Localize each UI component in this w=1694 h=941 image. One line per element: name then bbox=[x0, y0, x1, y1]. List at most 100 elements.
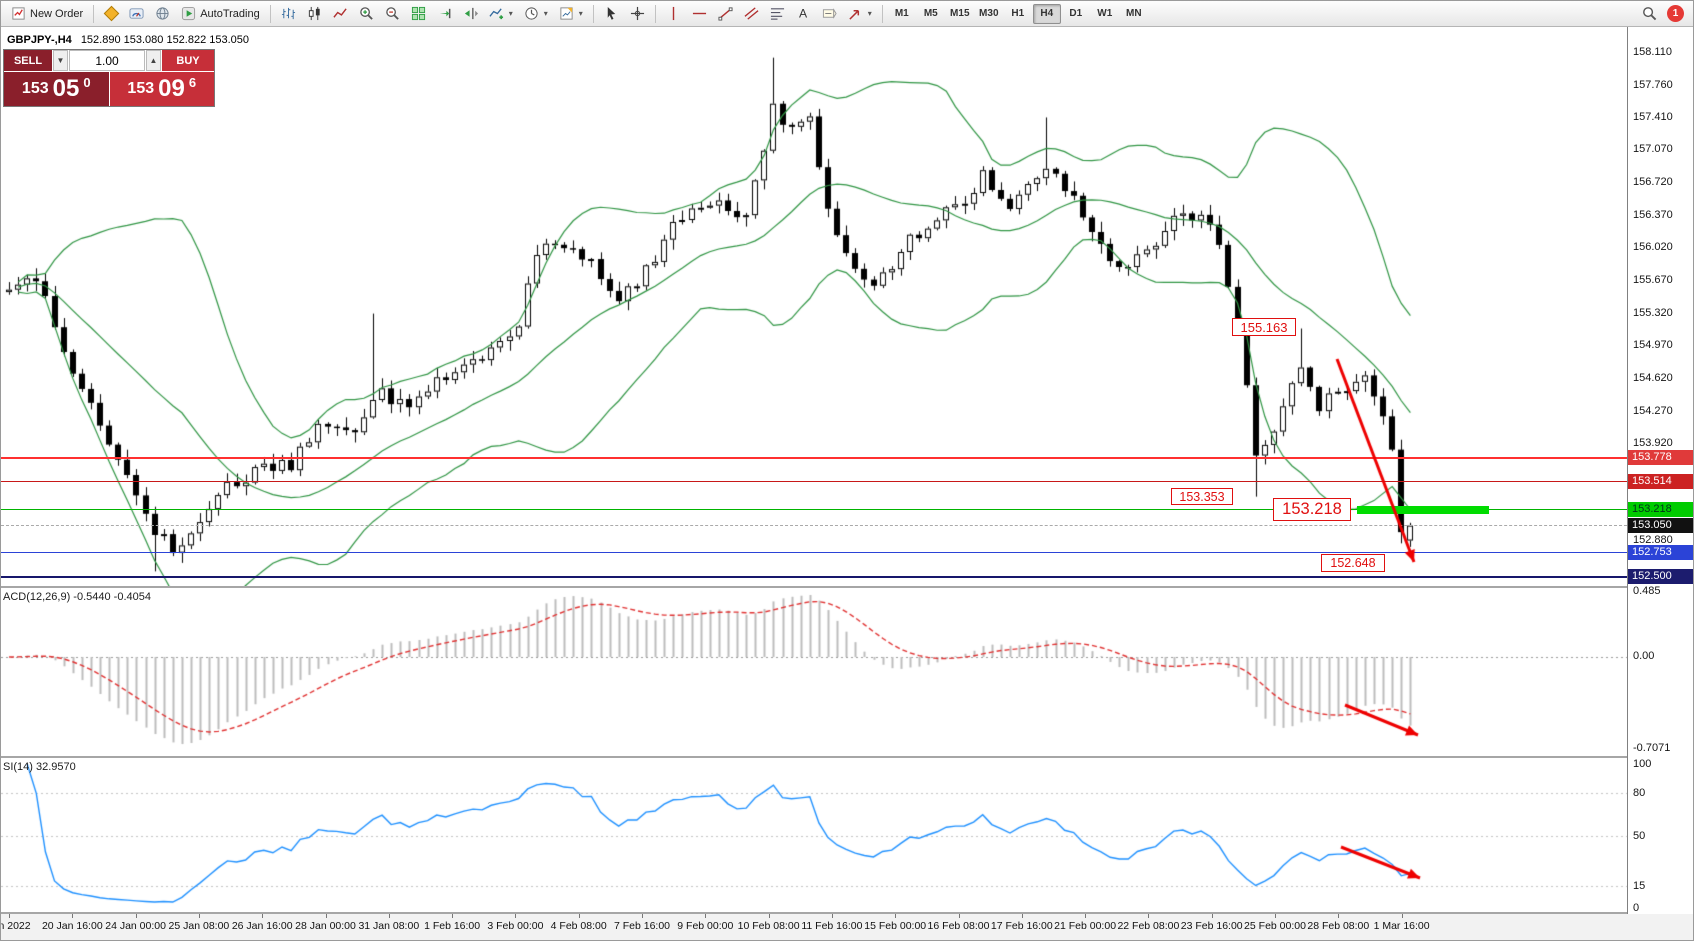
arrow-shape-icon bbox=[849, 9, 859, 20]
zoom-out-button[interactable] bbox=[380, 3, 405, 25]
timeframe-m1-button[interactable]: M1 bbox=[888, 4, 916, 24]
notification-badge[interactable]: 1 bbox=[1667, 5, 1684, 22]
crosshair-button[interactable] bbox=[625, 3, 650, 25]
macd-axis-label: 0.485 bbox=[1633, 585, 1661, 597]
periods-dropdown[interactable]: ▾ bbox=[519, 3, 553, 25]
autotrading-button[interactable]: AutoTrading bbox=[176, 3, 265, 25]
chart-ohlc-header: GBPJPY-,H4 152.890 153.080 152.822 153.05… bbox=[7, 34, 249, 46]
metaeditor-button[interactable] bbox=[99, 3, 123, 25]
cursor-button[interactable] bbox=[599, 3, 624, 25]
price-annotation[interactable]: 153.218 bbox=[1273, 498, 1351, 521]
templates-dropdown[interactable]: ▾ bbox=[554, 3, 588, 25]
support-zone[interactable] bbox=[1357, 506, 1489, 514]
vertical-line-button[interactable] bbox=[661, 3, 686, 25]
time-axis-label: 11 Feb 16:00 bbox=[801, 920, 863, 932]
sell-price-button[interactable]: 153 05 0 bbox=[4, 72, 109, 106]
chevron-down-icon: ▾ bbox=[508, 9, 513, 18]
new-order-button[interactable]: New Order bbox=[6, 3, 88, 25]
timeframe-m15-button[interactable]: M15 bbox=[946, 4, 974, 24]
time-axis-tick bbox=[768, 914, 770, 918]
tile-windows-icon bbox=[411, 6, 425, 21]
candlestick-chart-icon bbox=[308, 6, 320, 21]
candlestick-chart-button[interactable] bbox=[302, 3, 327, 25]
time-axis-tick bbox=[958, 914, 960, 918]
time-axis-label: 20 Jan 16:00 bbox=[41, 920, 103, 932]
timeframe-h1-button[interactable]: H1 bbox=[1004, 4, 1032, 24]
time-axis-label: 4 Feb 08:00 bbox=[550, 920, 607, 932]
channel-button[interactable] bbox=[739, 3, 764, 25]
volume-increase-button[interactable]: ▲ bbox=[146, 50, 161, 71]
macd-indicator-canvas[interactable] bbox=[1, 588, 1627, 756]
rsi-indicator-canvas[interactable] bbox=[1, 758, 1627, 912]
auto-scroll-button[interactable] bbox=[432, 3, 457, 25]
toolbar-separator bbox=[269, 4, 271, 23]
chart-shift-button[interactable] bbox=[458, 3, 483, 25]
autotrading-label: AutoTrading bbox=[200, 7, 260, 20]
text-icon: A bbox=[799, 7, 808, 21]
time-axis-tick bbox=[72, 914, 74, 918]
bar-chart-button[interactable] bbox=[276, 3, 301, 25]
cursor-icon bbox=[607, 6, 616, 20]
price-annotation[interactable]: 152.648 bbox=[1321, 554, 1385, 572]
channel-icon bbox=[744, 7, 759, 20]
strategy-tester-button[interactable] bbox=[124, 3, 149, 25]
clock-icon bbox=[525, 7, 538, 20]
horizontal-line-button[interactable] bbox=[687, 3, 712, 25]
macd-axis-label: -0.7071 bbox=[1633, 742, 1671, 754]
price-axis-label: 155.320 bbox=[1633, 306, 1673, 319]
timeframe-m5-button[interactable]: M5 bbox=[917, 4, 945, 24]
time-axis-label: 31 Jan 08:00 bbox=[358, 920, 420, 932]
timeframe-m30-button[interactable]: M30 bbox=[975, 4, 1003, 24]
search-button[interactable] bbox=[1637, 3, 1662, 25]
price-axis[interactable]: 158.110 157.760 157.410 157.070 156.720 156.3… bbox=[1627, 27, 1693, 914]
price-annotation[interactable]: 153.353 bbox=[1171, 488, 1233, 505]
rsi-axis-label: 15 bbox=[1633, 880, 1646, 893]
volume-decrease-button[interactable]: ▼ bbox=[53, 50, 68, 71]
price-chart-canvas[interactable] bbox=[1, 27, 1627, 586]
line-chart-button[interactable] bbox=[328, 3, 353, 25]
time-axis-tick bbox=[895, 914, 897, 918]
price-axis-label: 155.670 bbox=[1633, 273, 1673, 286]
shapes-dropdown[interactable]: ▾ bbox=[843, 3, 877, 25]
panel-separator[interactable] bbox=[1, 756, 1693, 758]
templates-icon bbox=[560, 7, 573, 20]
sell-price-prefix: 153 bbox=[21, 80, 49, 97]
search-icon bbox=[1643, 7, 1657, 21]
price-tag: 152.753 bbox=[1628, 545, 1693, 561]
buy-button[interactable]: BUY bbox=[162, 50, 214, 71]
zoom-out-icon bbox=[385, 7, 399, 20]
time-axis-label: 26 Jan 16:00 bbox=[231, 920, 293, 932]
zoom-in-icon bbox=[359, 7, 373, 20]
price-annotation[interactable]: 155.163 bbox=[1232, 318, 1296, 336]
text-button[interactable]: A bbox=[791, 3, 816, 25]
label-button[interactable] bbox=[817, 3, 842, 25]
fibonacci-button[interactable] bbox=[765, 3, 790, 25]
panel-separator[interactable] bbox=[1, 586, 1693, 588]
mql5-community-button[interactable] bbox=[150, 3, 175, 25]
tile-windows-button[interactable] bbox=[406, 3, 431, 25]
buy-price-prefix: 153 bbox=[127, 80, 155, 97]
strategy-tester-icon bbox=[129, 8, 144, 19]
line-chart-icon bbox=[333, 8, 347, 18]
zoom-in-button[interactable] bbox=[354, 3, 379, 25]
volume-input[interactable] bbox=[69, 50, 145, 71]
sell-button[interactable]: SELL bbox=[4, 50, 52, 71]
rsi-axis-label: 0 bbox=[1633, 902, 1640, 914]
timeframe-d1-button[interactable]: D1 bbox=[1062, 4, 1090, 24]
time-axis-tick bbox=[642, 914, 643, 918]
timeframe-mn-button[interactable]: MN bbox=[1120, 4, 1148, 24]
volume-increase-icon: ▲ bbox=[149, 56, 158, 65]
time-axis-label: 15 Feb 00:00 bbox=[864, 920, 927, 932]
price-axis-label: 156.370 bbox=[1633, 208, 1673, 221]
auto-scroll-icon bbox=[439, 8, 451, 19]
chart-shift-icon bbox=[464, 7, 478, 20]
toolbar-separator bbox=[881, 4, 883, 23]
time-axis-tick bbox=[1401, 914, 1403, 918]
trendline-button[interactable] bbox=[713, 3, 738, 25]
timeframe-h4-button[interactable]: H4 bbox=[1032, 3, 1061, 24]
time-axis-label: 25 Jan 08:00 bbox=[168, 920, 230, 932]
indicators-dropdown[interactable]: ▾ bbox=[484, 3, 518, 25]
buy-price-button[interactable]: 153 09 6 bbox=[109, 72, 214, 106]
timeframe-w1-button[interactable]: W1 bbox=[1091, 4, 1119, 24]
